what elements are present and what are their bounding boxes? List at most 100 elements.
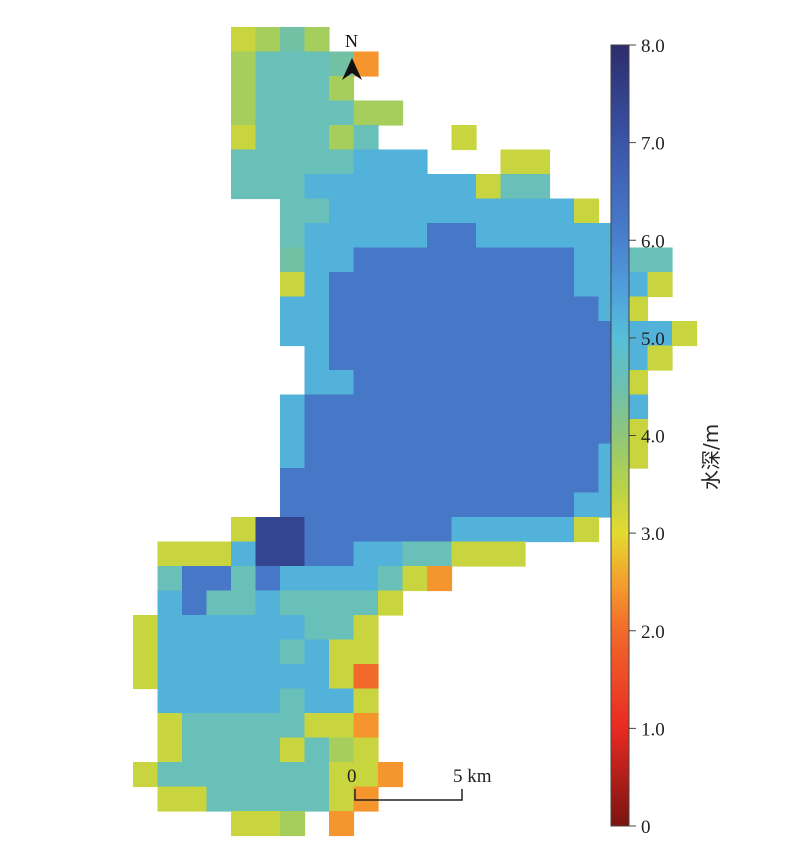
depth-cell <box>451 419 477 445</box>
depth-cell <box>476 345 502 371</box>
depth-cell <box>231 76 257 102</box>
depth-cell <box>451 468 477 494</box>
depth-cell <box>378 345 404 371</box>
depth-cell <box>451 370 477 396</box>
depth-cell <box>280 100 306 126</box>
depth-cell <box>353 590 379 616</box>
depth-cell <box>574 198 600 224</box>
depth-cell <box>231 566 257 592</box>
depth-cell <box>329 370 355 396</box>
depth-cell <box>231 639 257 665</box>
depth-cell <box>525 247 551 273</box>
depth-cell <box>500 370 526 396</box>
depth-cell <box>451 394 477 420</box>
depth-cell <box>280 639 306 665</box>
depth-cell <box>427 566 453 592</box>
depth-cell <box>304 223 330 249</box>
depth-cell <box>451 223 477 249</box>
depth-cell <box>402 247 428 273</box>
depth-cell <box>231 27 257 53</box>
depth-cell <box>378 419 404 445</box>
depth-cell <box>304 51 330 77</box>
colorbar-ramp <box>610 44 630 827</box>
colorbar-tick-label: 8.0 <box>641 36 665 57</box>
depth-cell <box>280 51 306 77</box>
depth-cell <box>476 296 502 322</box>
depth-cell <box>280 615 306 641</box>
depth-cell <box>525 394 551 420</box>
depth-cell <box>476 247 502 273</box>
depth-cell <box>255 566 281 592</box>
depth-cell <box>280 149 306 175</box>
depth-cell <box>329 198 355 224</box>
depth-cell <box>329 345 355 371</box>
depth-cell <box>378 370 404 396</box>
depth-cell <box>353 149 379 175</box>
depth-cell <box>157 664 183 690</box>
depth-cell <box>353 223 379 249</box>
depth-cell <box>255 76 281 102</box>
depth-cell <box>353 664 379 690</box>
depth-cell <box>378 174 404 200</box>
colorbar-tick-label: 0 <box>641 817 651 838</box>
depth-cell <box>280 737 306 763</box>
depth-cell <box>647 247 673 273</box>
colorbar-tick-label: 1.0 <box>641 719 665 740</box>
depth-cell <box>280 247 306 273</box>
depth-cell <box>182 762 208 788</box>
depth-cell <box>353 198 379 224</box>
depth-cell <box>476 541 502 567</box>
depth-cell <box>378 762 404 788</box>
depth-cell <box>378 517 404 543</box>
depth-cell <box>157 737 183 763</box>
depth-cell <box>451 345 477 371</box>
depth-cell <box>304 566 330 592</box>
depth-cell <box>378 296 404 322</box>
depth-cell <box>329 125 355 151</box>
depth-cell <box>378 198 404 224</box>
depth-cell <box>500 468 526 494</box>
depth-cell <box>206 688 232 714</box>
depth-cell <box>329 541 355 567</box>
depth-cell <box>304 541 330 567</box>
depth-cell <box>525 419 551 445</box>
depth-cell <box>280 76 306 102</box>
depth-cell <box>378 590 404 616</box>
depth-cell <box>304 321 330 347</box>
depth-cell <box>304 272 330 298</box>
depth-cell <box>353 370 379 396</box>
depth-cell <box>255 811 281 837</box>
depth-cell <box>451 174 477 200</box>
depth-cell <box>427 345 453 371</box>
depth-cell <box>500 517 526 543</box>
depth-cell <box>525 468 551 494</box>
depth-cell <box>255 517 281 543</box>
depth-cell <box>329 786 355 812</box>
depth-cell <box>304 443 330 469</box>
depth-cell <box>255 125 281 151</box>
depth-cell <box>451 272 477 298</box>
depth-cell <box>231 811 257 837</box>
depth-cell <box>353 762 379 788</box>
depth-cell <box>378 100 404 126</box>
depth-cell <box>280 174 306 200</box>
depth-cell <box>304 370 330 396</box>
depth-cell <box>353 468 379 494</box>
depth-cell <box>549 223 575 249</box>
depth-cell <box>231 615 257 641</box>
depth-cell <box>451 492 477 518</box>
depth-cell <box>427 394 453 420</box>
scale-bar: 0 5 km <box>347 766 492 801</box>
depth-cell <box>280 419 306 445</box>
depth-cell <box>280 664 306 690</box>
depth-cell <box>451 247 477 273</box>
depth-cell <box>402 149 428 175</box>
depth-cell <box>378 443 404 469</box>
depth-cell <box>476 443 502 469</box>
depth-cell <box>280 321 306 347</box>
depth-cell <box>427 247 453 273</box>
depth-cell <box>647 345 673 371</box>
depth-cell <box>353 566 379 592</box>
depth-cell <box>231 762 257 788</box>
